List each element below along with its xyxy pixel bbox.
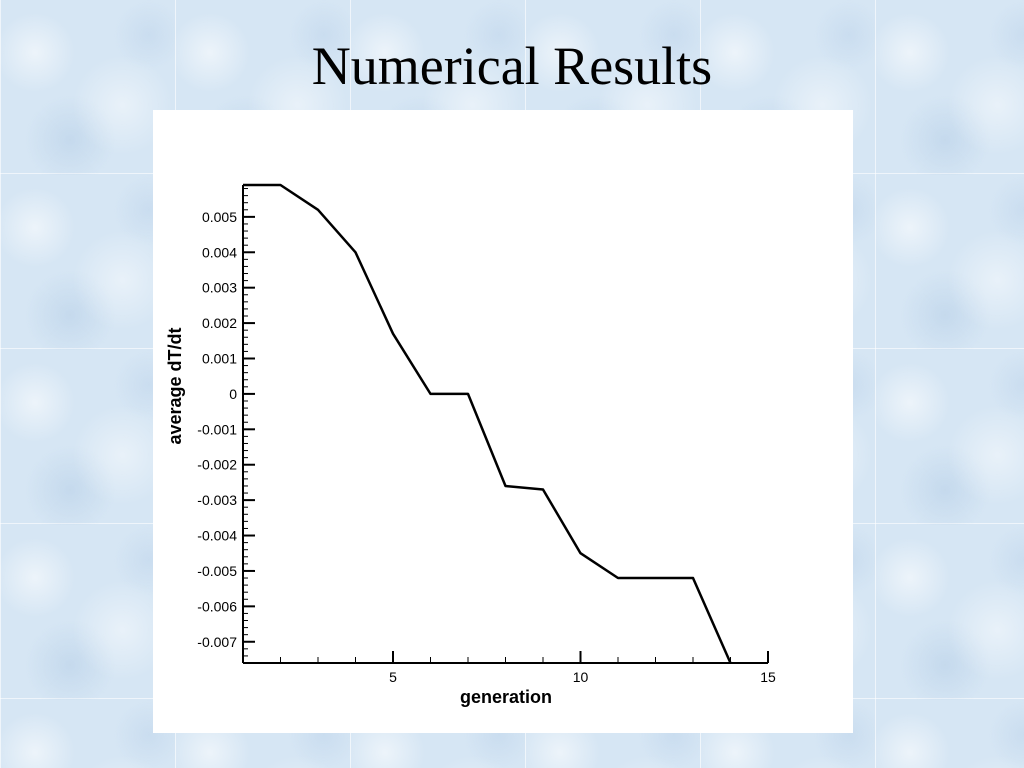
y-tick-label: -0.003 [197,492,237,508]
y-tick-label: -0.004 [197,528,237,544]
x-tick-label: 10 [573,669,589,685]
y-tick-label: -0.007 [197,634,237,650]
y-tick-label: -0.002 [197,457,237,473]
y-tick-label: 0.005 [202,209,237,225]
series-line [243,183,732,664]
chart-panel: 0.005 0.004 0.003 0.002 0.001 0 -0.001 -0.002 -0… [153,110,853,733]
y-tick-label: -0.005 [197,563,237,579]
x-axis-label: generation [460,687,552,707]
y-tick-label: 0.004 [202,244,237,260]
axes [242,185,768,664]
slide-title: Numerical Results [311,36,713,96]
y-axis-label: average dT/dt [165,327,185,444]
series [243,183,732,664]
x-tick-label: 15 [760,669,776,685]
y-tick-label: 0.003 [202,280,237,296]
x-tick-label: 5 [389,669,397,685]
y-tick-label: 0.002 [202,315,237,331]
tick-marks [242,188,769,664]
line-chart: 0.005 0.004 0.003 0.002 0.001 0 -0.001 -0.002 -0… [165,183,776,707]
y-tick-label: -0.006 [197,598,237,614]
y-tick-label: 0 [229,386,237,402]
y-tick-label: 0.001 [202,350,237,366]
y-tick-label: -0.001 [197,421,237,437]
tick-labels: 0.005 0.004 0.003 0.002 0.001 0 -0.001 -0.002 -0… [197,209,776,685]
